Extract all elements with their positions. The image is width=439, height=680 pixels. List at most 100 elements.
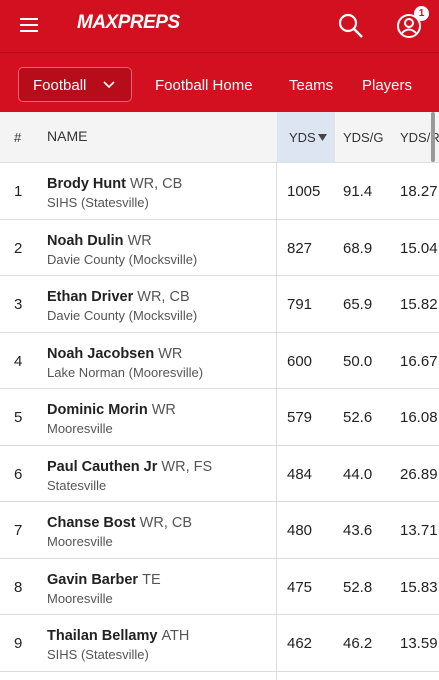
player-row[interactable]: 2 Noah Dulin WR Davie County (Mocksville) 8…: [0, 220, 439, 276]
player-name-line: Paul Cauthen Jr WR, FS: [47, 459, 212, 475]
yds-per-reception: 26.89: [400, 465, 438, 483]
rank: 8: [14, 578, 23, 596]
rank: 4: [14, 352, 23, 370]
yds: 600: [287, 352, 313, 370]
notification-badge: 1: [414, 6, 429, 21]
yds-per-game: 46.2: [343, 635, 373, 652]
chevron: [103, 81, 115, 89]
search-button[interactable]: [338, 13, 364, 39]
yds-per-reception: 15.04: [400, 239, 438, 257]
player-position: WR: [158, 345, 183, 362]
player-position: ATH: [161, 628, 190, 644]
sport-dropdown[interactable]: Football: [18, 67, 132, 102]
rank: 7: [14, 522, 23, 539]
yds-per-game: 52.6: [343, 409, 373, 426]
nav-link[interactable]: Players: [362, 77, 413, 94]
player-school: Mooresville: [47, 590, 113, 606]
player-row[interactable]: 8 Gavin Barber TE Mooresville 475 52.8 15.83: [0, 559, 439, 615]
column-separator: [276, 163, 277, 680]
player-school: Statesville: [47, 477, 107, 493]
player-position: WR, CB: [129, 176, 183, 192]
player-name[interactable]: Thailan Bellamy: [47, 628, 158, 644]
rank: 2: [14, 239, 23, 257]
yds-per-game: 44.0: [343, 465, 373, 483]
rank: 5: [14, 409, 23, 426]
player-name-line: Gavin Barber TE: [47, 572, 161, 588]
player-row[interactable]: 7 Chanse Bost WR, CB Mooresville 480 43.6 13.…: [0, 502, 439, 559]
player-name-line: Ethan Driver WR, CB: [47, 289, 190, 305]
yds: 1005: [287, 183, 321, 200]
yds-per-game: 91.4: [343, 183, 373, 200]
column-header[interactable]: NAME: [47, 128, 88, 144]
player-position: WR, CB: [137, 289, 190, 305]
player-name[interactable]: Chanse Bost: [47, 515, 136, 531]
player-school: Davie County (Mocksville): [47, 251, 198, 267]
player-position: WR, CB: [139, 515, 193, 531]
sorted-column-bg: [277, 112, 335, 163]
player-name[interactable]: Paul Cauthen Jr: [47, 458, 158, 475]
player-position: WR: [151, 402, 176, 418]
player-name-line: Dominic Morin WR: [47, 402, 176, 418]
player-name-line: Chanse Bost WR, CB: [47, 515, 192, 531]
nav-link[interactable]: Teams: [289, 77, 334, 94]
player-position: WR: [127, 232, 152, 249]
yds: 579: [287, 409, 313, 426]
player-row[interactable]: 1 Brody Hunt WR, CB SIHS (Statesville) 1005…: [0, 163, 439, 220]
yds-per-game: 43.6: [343, 522, 373, 539]
yds: 480: [287, 522, 313, 539]
rank: 6: [14, 465, 23, 483]
yds: 462: [287, 635, 313, 652]
column-header: #: [14, 130, 22, 145]
player-name-line: Brody Hunt WR, CB: [47, 176, 182, 192]
yds: 827: [287, 239, 313, 257]
player-position: TE: [142, 571, 161, 588]
scrollbar: [431, 112, 435, 162]
yds-per-reception: 15.82: [400, 296, 438, 313]
yds-per-reception: 15.83: [400, 578, 438, 596]
yds-per-reception: 16.67: [400, 352, 438, 370]
yds-per-game: 65.9: [343, 296, 373, 313]
yds: 484: [287, 465, 313, 483]
player-row[interactable]: 4 Noah Jacobsen WR Lake Norman (Mooresvill…: [0, 333, 439, 389]
player-school: SIHS (Statesville): [47, 195, 149, 210]
player-name[interactable]: Noah Jacobsen: [47, 345, 155, 362]
player-row[interactable]: 5 Dominic Morin WR Mooresville 579 52.6 16.08: [0, 389, 439, 446]
player-name[interactable]: Gavin Barber: [47, 571, 139, 588]
player-row[interactable]: 9 Thailan Bellamy ATH SIHS (Statesville) 46…: [0, 615, 439, 672]
player-name-line: Noah Dulin WR: [47, 233, 152, 249]
nav-link[interactable]: Football Home: [155, 77, 253, 94]
logo[interactable]: MAXPREPS: [77, 12, 180, 33]
yds: 475: [287, 578, 313, 596]
player-school: SIHS (Statesville): [47, 647, 149, 662]
player-school: Lake Norman (Mooresville): [47, 364, 204, 380]
yds-per-game: 68.9: [343, 239, 373, 257]
player-name[interactable]: Brody Hunt: [47, 176, 126, 192]
yds-per-game: 50.0: [343, 352, 373, 370]
player-name-line: Noah Jacobsen WR: [47, 346, 182, 362]
player-position: WR, FS: [161, 458, 213, 475]
top-bar: MAXPREPS 1: [0, 0, 439, 52]
player-name[interactable]: Noah Dulin: [47, 232, 124, 249]
yds-per-reception: 16.08: [400, 409, 438, 426]
yds-per-reception: 13.59: [400, 635, 438, 652]
yds-per-reception: 13.71: [400, 522, 438, 539]
column-header[interactable]: YDS/R: [400, 130, 439, 145]
player-name[interactable]: Ethan Driver: [47, 289, 134, 305]
rank: 9: [14, 635, 23, 652]
column-header[interactable]: YDS: [289, 130, 316, 145]
player-school: Mooresville: [47, 534, 113, 549]
player-row[interactable]: 6 Paul Cauthen Jr WR, FS Statesville 484 44.…: [0, 446, 439, 502]
account-button[interactable]: [396, 12, 424, 40]
table-body: 1 Brody Hunt WR, CB SIHS (Statesville) 1005…: [0, 163, 439, 680]
column-header[interactable]: YDS/G: [343, 130, 384, 145]
player-row[interactable]: 3 Ethan Driver WR, CB Davie County (Mocksv…: [0, 276, 439, 333]
menu-button[interactable]: [20, 17, 38, 33]
player-name[interactable]: Dominic Morin: [47, 402, 148, 418]
player-name-line: Thailan Bellamy ATH: [47, 628, 189, 644]
player-school: Mooresville: [47, 421, 113, 436]
nav-bar: Football Football Home Teams Players: [0, 52, 439, 112]
yds-per-reception: 18.27: [400, 183, 438, 200]
rank: 3: [14, 296, 23, 313]
yds: 791: [287, 296, 313, 313]
